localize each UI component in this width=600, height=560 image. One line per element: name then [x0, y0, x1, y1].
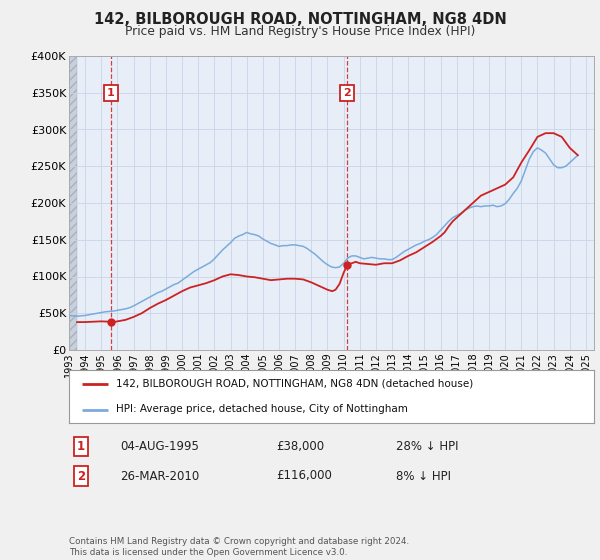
Text: 1: 1 [77, 440, 85, 453]
Text: 28% ↓ HPI: 28% ↓ HPI [396, 440, 458, 453]
Text: 8% ↓ HPI: 8% ↓ HPI [396, 469, 451, 483]
Text: 1: 1 [107, 88, 115, 98]
Text: 26-MAR-2010: 26-MAR-2010 [120, 469, 199, 483]
Text: 2: 2 [77, 469, 85, 483]
Text: 142, BILBOROUGH ROAD, NOTTINGHAM, NG8 4DN: 142, BILBOROUGH ROAD, NOTTINGHAM, NG8 4D… [94, 12, 506, 27]
Text: £116,000: £116,000 [276, 469, 332, 483]
Text: Contains HM Land Registry data © Crown copyright and database right 2024.
This d: Contains HM Land Registry data © Crown c… [69, 537, 409, 557]
Text: HPI: Average price, detached house, City of Nottingham: HPI: Average price, detached house, City… [116, 404, 408, 414]
Text: 04-AUG-1995: 04-AUG-1995 [120, 440, 199, 453]
Text: £38,000: £38,000 [276, 440, 324, 453]
Text: 2: 2 [343, 88, 351, 98]
Text: 142, BILBOROUGH ROAD, NOTTINGHAM, NG8 4DN (detached house): 142, BILBOROUGH ROAD, NOTTINGHAM, NG8 4D… [116, 379, 473, 389]
Text: Price paid vs. HM Land Registry's House Price Index (HPI): Price paid vs. HM Land Registry's House … [125, 25, 475, 38]
